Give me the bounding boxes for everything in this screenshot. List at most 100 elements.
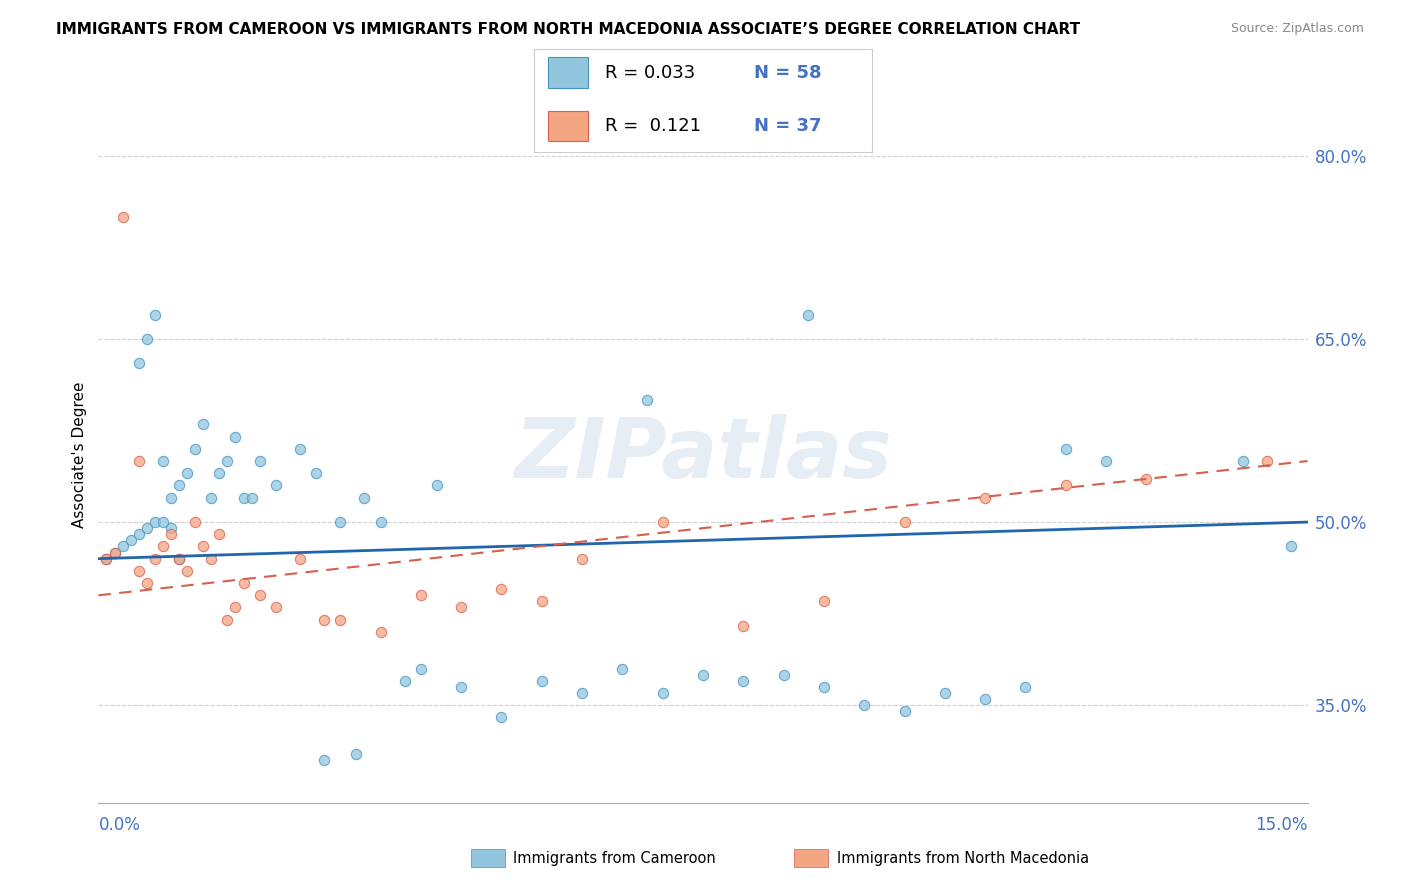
- Point: [240, 491, 263, 505]
- FancyBboxPatch shape: [548, 57, 588, 88]
- Point: [167, 551, 190, 566]
- Point: [491, 710, 513, 724]
- Point: [193, 417, 215, 432]
- Point: [797, 308, 820, 322]
- Point: [135, 332, 157, 346]
- Point: [1256, 454, 1278, 468]
- Point: [160, 491, 183, 505]
- Point: [160, 521, 183, 535]
- Point: [96, 551, 118, 566]
- Point: [143, 308, 166, 322]
- Point: [120, 533, 142, 548]
- Point: [636, 392, 658, 407]
- Point: [893, 704, 915, 718]
- Text: R =  0.121: R = 0.121: [605, 117, 702, 135]
- Point: [314, 613, 336, 627]
- Point: [224, 429, 246, 443]
- Point: [232, 491, 254, 505]
- Point: [571, 686, 593, 700]
- Point: [491, 582, 513, 597]
- Point: [111, 540, 134, 554]
- Point: [813, 680, 835, 694]
- Point: [143, 551, 166, 566]
- Point: [409, 661, 432, 675]
- Point: [344, 747, 367, 761]
- Point: [733, 619, 755, 633]
- FancyBboxPatch shape: [548, 111, 588, 141]
- Point: [184, 515, 207, 529]
- Point: [128, 356, 150, 370]
- Point: [1135, 472, 1157, 486]
- Point: [772, 667, 794, 681]
- Point: [450, 600, 472, 615]
- Point: [612, 661, 634, 675]
- Point: [224, 600, 246, 615]
- Text: Immigrants from North Macedonia: Immigrants from North Macedonia: [837, 851, 1088, 865]
- Point: [264, 478, 287, 492]
- Point: [167, 551, 190, 566]
- Point: [264, 600, 287, 615]
- Point: [692, 667, 714, 681]
- Text: 15.0%: 15.0%: [1256, 816, 1308, 834]
- Text: 0.0%: 0.0%: [98, 816, 141, 834]
- Point: [394, 673, 416, 688]
- Point: [1014, 680, 1036, 694]
- Point: [152, 454, 174, 468]
- Point: [1232, 454, 1254, 468]
- Point: [305, 467, 328, 481]
- Point: [450, 680, 472, 694]
- Point: [426, 478, 449, 492]
- Point: [288, 442, 311, 456]
- Y-axis label: Associate's Degree: Associate's Degree: [72, 382, 87, 528]
- Point: [249, 588, 271, 602]
- Point: [96, 551, 118, 566]
- Text: R = 0.033: R = 0.033: [605, 63, 696, 82]
- Point: [651, 686, 673, 700]
- Point: [370, 515, 392, 529]
- Point: [103, 545, 125, 559]
- Point: [1054, 442, 1077, 456]
- Point: [208, 527, 231, 541]
- Point: [1054, 478, 1077, 492]
- Point: [314, 753, 336, 767]
- Point: [143, 515, 166, 529]
- Point: [288, 551, 311, 566]
- Point: [217, 454, 239, 468]
- Point: [893, 515, 915, 529]
- Point: [370, 624, 392, 639]
- Point: [934, 686, 956, 700]
- Point: [1095, 454, 1118, 468]
- Point: [167, 478, 190, 492]
- Point: [651, 515, 673, 529]
- Point: [111, 210, 134, 224]
- Point: [530, 673, 553, 688]
- Text: Source: ZipAtlas.com: Source: ZipAtlas.com: [1230, 22, 1364, 36]
- Point: [176, 564, 198, 578]
- Point: [249, 454, 271, 468]
- Point: [217, 613, 239, 627]
- Point: [409, 588, 432, 602]
- Point: [135, 521, 157, 535]
- Point: [200, 551, 222, 566]
- Point: [160, 527, 183, 541]
- Point: [571, 551, 593, 566]
- Point: [128, 454, 150, 468]
- Text: IMMIGRANTS FROM CAMEROON VS IMMIGRANTS FROM NORTH MACEDONIA ASSOCIATE’S DEGREE C: IMMIGRANTS FROM CAMEROON VS IMMIGRANTS F…: [56, 22, 1080, 37]
- Point: [135, 576, 157, 591]
- Point: [974, 692, 997, 706]
- Point: [152, 540, 174, 554]
- Point: [128, 564, 150, 578]
- Point: [974, 491, 997, 505]
- Text: Immigrants from Cameroon: Immigrants from Cameroon: [513, 851, 716, 865]
- Text: N = 58: N = 58: [754, 63, 821, 82]
- Point: [128, 527, 150, 541]
- Point: [152, 515, 174, 529]
- Point: [184, 442, 207, 456]
- Point: [329, 515, 352, 529]
- Point: [200, 491, 222, 505]
- Point: [530, 594, 553, 608]
- Point: [353, 491, 375, 505]
- Point: [1281, 540, 1303, 554]
- Point: [193, 540, 215, 554]
- Point: [232, 576, 254, 591]
